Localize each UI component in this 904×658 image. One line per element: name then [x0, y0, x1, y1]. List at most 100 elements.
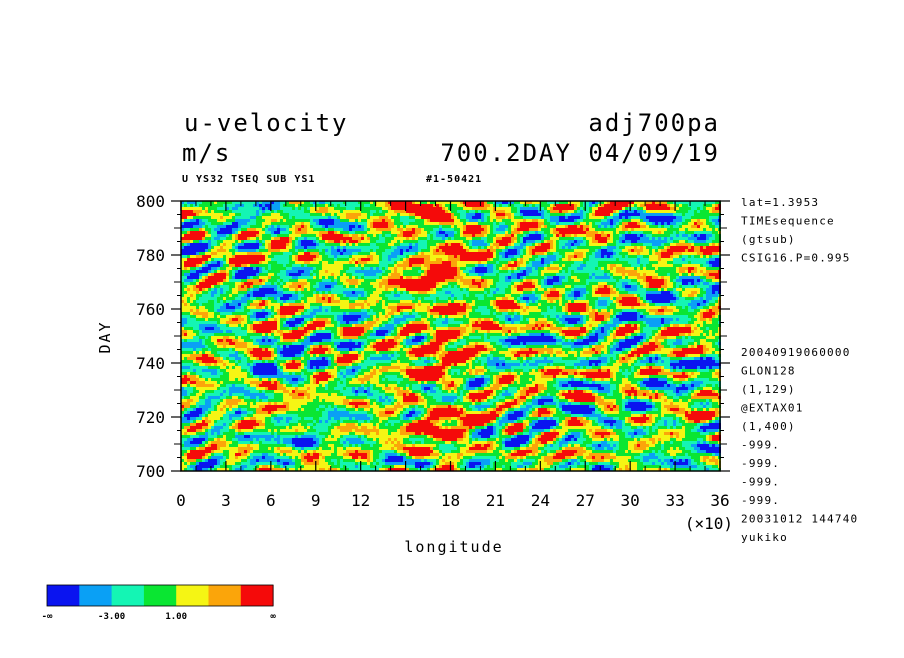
heatmap-cell [475, 216, 478, 219]
heatmap-cell [337, 279, 340, 282]
heatmap-cell [655, 255, 658, 258]
heatmap-cell [388, 222, 391, 225]
heatmap-cell [421, 234, 424, 237]
heatmap-cell [445, 249, 448, 252]
heatmap-cell [673, 261, 676, 264]
heatmap-cell [277, 225, 280, 228]
heatmap-cell [355, 261, 358, 264]
heatmap-cell [328, 267, 331, 270]
heatmap-cell [202, 210, 205, 213]
heatmap-cell [520, 261, 523, 264]
heatmap-cell [349, 267, 352, 270]
heatmap-cell [415, 273, 418, 276]
heatmap-cell [610, 273, 613, 276]
heatmap-cell [595, 231, 598, 234]
heatmap-cell [448, 279, 451, 282]
heatmap-cell [643, 267, 646, 270]
heatmap-cell [196, 213, 199, 216]
heatmap-cell [373, 237, 376, 240]
heatmap-cell [343, 270, 346, 273]
heatmap-cell [274, 207, 277, 210]
units-label: m/s [182, 139, 231, 167]
heatmap-cell [517, 279, 520, 282]
heatmap-cell [595, 207, 598, 210]
heatmap-cell [184, 270, 187, 273]
heatmap-cell [502, 261, 505, 264]
heatmap-cell [223, 267, 226, 270]
heatmap-cell [238, 222, 241, 225]
heatmap-cell [697, 234, 700, 237]
heatmap-cell [379, 246, 382, 249]
heatmap-cell [373, 246, 376, 249]
heatmap-cell [592, 234, 595, 237]
heatmap-cell [193, 276, 196, 279]
heatmap-cell [463, 279, 466, 282]
heatmap-cell [595, 261, 598, 264]
heatmap-cell [388, 207, 391, 210]
heatmap-cell [505, 243, 508, 246]
heatmap-cell [688, 237, 691, 240]
heatmap-cell [508, 219, 511, 222]
heatmap-cell [715, 264, 718, 267]
heatmap-cell [391, 204, 394, 207]
heatmap-cell [439, 246, 442, 249]
heatmap-cell [442, 246, 445, 249]
heatmap-cell [715, 258, 718, 261]
heatmap-cell [433, 252, 436, 255]
heatmap-cell [397, 234, 400, 237]
heatmap-cell [409, 237, 412, 240]
heatmap-cell [466, 225, 469, 228]
heatmap-cell [232, 210, 235, 213]
heatmap-cell [607, 246, 610, 249]
heatmap-cell [550, 276, 553, 279]
heatmap-cell [499, 213, 502, 216]
heatmap-cell [634, 207, 637, 210]
heatmap-cell [280, 267, 283, 270]
heatmap-cell [388, 234, 391, 237]
heatmap-cell [253, 252, 256, 255]
heatmap-cell [673, 219, 676, 222]
heatmap-cell [358, 201, 361, 204]
heatmap-cell [217, 240, 220, 243]
heatmap-cell [661, 258, 664, 261]
heatmap-cell [526, 213, 529, 216]
heatmap-cell [526, 210, 529, 213]
heatmap-cell [349, 243, 352, 246]
heatmap-cell [331, 210, 334, 213]
heatmap-cell [424, 225, 427, 228]
heatmap-cell [454, 282, 457, 285]
heatmap-cell [340, 231, 343, 234]
heatmap-cell [382, 207, 385, 210]
heatmap-cell [322, 225, 325, 228]
heatmap-cell [691, 258, 694, 261]
heatmap-cell [685, 255, 688, 258]
heatmap-cell [214, 228, 217, 231]
heatmap-cell [484, 222, 487, 225]
heatmap-cell [439, 270, 442, 273]
heatmap-cell [385, 273, 388, 276]
heatmap-cell [313, 231, 316, 234]
heatmap-cell [289, 225, 292, 228]
heatmap-cell [508, 252, 511, 255]
heatmap-cell [298, 261, 301, 264]
heatmap-cell [187, 282, 190, 285]
heatmap-cell [238, 246, 241, 249]
heatmap-cell [358, 207, 361, 210]
heatmap-cell [469, 249, 472, 252]
heatmap-cell [424, 216, 427, 219]
heatmap-cell [589, 276, 592, 279]
heatmap-cell [607, 228, 610, 231]
heatmap-cell [562, 261, 565, 264]
heatmap-cell [367, 279, 370, 282]
heatmap-cell [694, 213, 697, 216]
heatmap-cell [391, 240, 394, 243]
heatmap-cell [247, 231, 250, 234]
heatmap-cell [469, 225, 472, 228]
heatmap-cell [448, 267, 451, 270]
heatmap-cell [307, 252, 310, 255]
heatmap-cell [604, 276, 607, 279]
heatmap-cell [523, 264, 526, 267]
heatmap-cell [631, 270, 634, 273]
heatmap-cell [334, 276, 337, 279]
heatmap-cell [577, 252, 580, 255]
